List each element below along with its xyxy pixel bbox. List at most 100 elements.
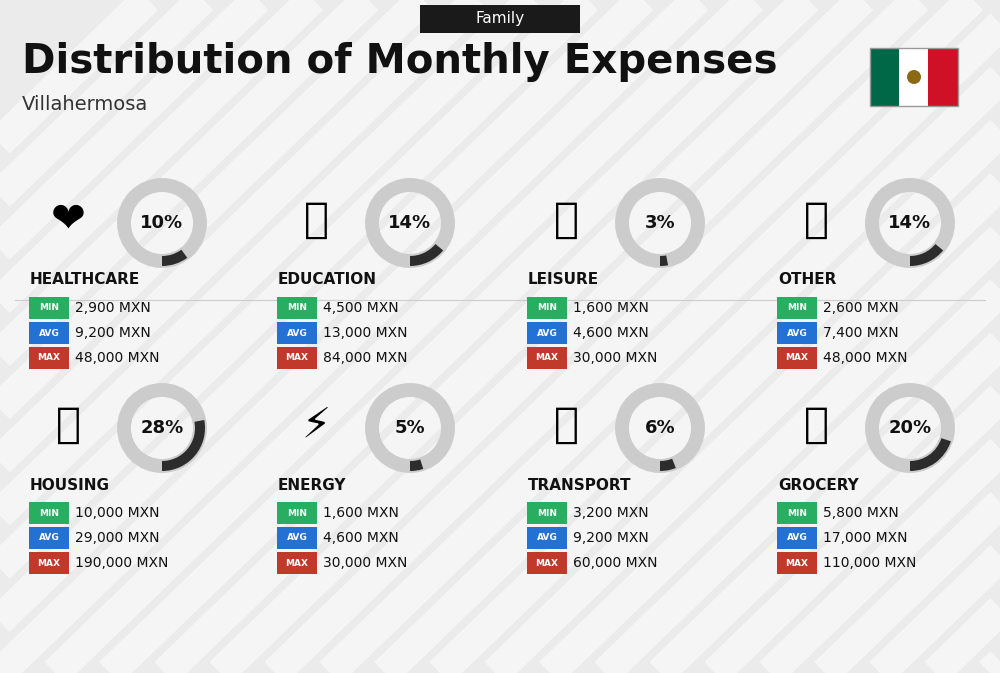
Text: Family: Family (475, 11, 525, 26)
Text: MAX: MAX (38, 353, 60, 363)
Text: MIN: MIN (287, 304, 307, 312)
Text: 🛍️: 🛍️ (554, 199, 578, 241)
Text: MIN: MIN (787, 509, 807, 518)
FancyBboxPatch shape (29, 527, 69, 549)
FancyBboxPatch shape (277, 502, 317, 524)
Text: 🛒: 🛒 (804, 404, 828, 446)
Text: Distribution of Monthly Expenses: Distribution of Monthly Expenses (22, 42, 778, 82)
Wedge shape (910, 438, 951, 471)
Text: 👜: 👜 (804, 199, 828, 241)
Text: 4,500 MXN: 4,500 MXN (323, 301, 399, 315)
Text: MAX: MAX (536, 559, 558, 567)
Text: 4,600 MXN: 4,600 MXN (323, 531, 399, 545)
FancyBboxPatch shape (527, 502, 567, 524)
Text: AVG: AVG (287, 328, 307, 337)
FancyBboxPatch shape (277, 347, 317, 369)
Text: AVG: AVG (787, 328, 807, 337)
Text: AVG: AVG (287, 534, 307, 542)
Text: MAX: MAX (536, 353, 558, 363)
Text: 48,000 MXN: 48,000 MXN (75, 351, 160, 365)
Wedge shape (410, 460, 423, 471)
Text: AVG: AVG (787, 534, 807, 542)
Text: 1,600 MXN: 1,600 MXN (573, 301, 649, 315)
Wedge shape (162, 420, 205, 471)
Text: 10,000 MXN: 10,000 MXN (75, 506, 160, 520)
Text: 2,600 MXN: 2,600 MXN (823, 301, 899, 315)
Text: HOUSING: HOUSING (30, 478, 110, 493)
FancyBboxPatch shape (777, 322, 817, 344)
Text: MAX: MAX (286, 559, 308, 567)
Text: 2,900 MXN: 2,900 MXN (75, 301, 151, 315)
FancyBboxPatch shape (899, 48, 928, 106)
Text: 5,800 MXN: 5,800 MXN (823, 506, 899, 520)
Text: HEALTHCARE: HEALTHCARE (30, 273, 140, 287)
FancyBboxPatch shape (29, 347, 69, 369)
Wedge shape (162, 250, 187, 266)
Text: LEISURE: LEISURE (528, 273, 599, 287)
FancyBboxPatch shape (777, 297, 817, 319)
FancyBboxPatch shape (870, 48, 899, 106)
Text: Villahermosa: Villahermosa (22, 96, 148, 114)
Text: 9,200 MXN: 9,200 MXN (75, 326, 151, 340)
Text: EDUCATION: EDUCATION (278, 273, 377, 287)
FancyBboxPatch shape (29, 552, 69, 574)
Text: 🎓: 🎓 (304, 199, 328, 241)
FancyBboxPatch shape (527, 527, 567, 549)
Text: MAX: MAX (786, 559, 808, 567)
Text: ❤️: ❤️ (51, 199, 85, 241)
Text: TRANSPORT: TRANSPORT (528, 478, 632, 493)
Text: 4,600 MXN: 4,600 MXN (573, 326, 649, 340)
Text: 14%: 14% (388, 214, 432, 232)
Text: 13,000 MXN: 13,000 MXN (323, 326, 408, 340)
Text: MIN: MIN (287, 509, 307, 518)
Text: MIN: MIN (39, 509, 59, 518)
FancyBboxPatch shape (277, 297, 317, 319)
Text: 29,000 MXN: 29,000 MXN (75, 531, 160, 545)
Text: OTHER: OTHER (778, 273, 836, 287)
Text: 14%: 14% (888, 214, 932, 232)
Text: AVG: AVG (537, 328, 557, 337)
FancyBboxPatch shape (928, 48, 958, 106)
FancyBboxPatch shape (527, 322, 567, 344)
FancyBboxPatch shape (527, 297, 567, 319)
FancyBboxPatch shape (29, 322, 69, 344)
Circle shape (907, 70, 921, 84)
Text: 🏢: 🏢 (56, 404, 80, 446)
Text: ⚡: ⚡ (301, 404, 331, 446)
Text: 10%: 10% (140, 214, 184, 232)
Text: 20%: 20% (888, 419, 932, 437)
Text: ENERGY: ENERGY (278, 478, 347, 493)
Text: 190,000 MXN: 190,000 MXN (75, 556, 168, 570)
Text: 7,400 MXN: 7,400 MXN (823, 326, 899, 340)
Text: 17,000 MXN: 17,000 MXN (823, 531, 908, 545)
Wedge shape (660, 459, 676, 471)
FancyBboxPatch shape (777, 552, 817, 574)
Text: MIN: MIN (39, 304, 59, 312)
Wedge shape (410, 244, 443, 266)
Text: AVG: AVG (39, 534, 59, 542)
Text: AVG: AVG (39, 328, 59, 337)
Text: MIN: MIN (537, 304, 557, 312)
Text: GROCERY: GROCERY (778, 478, 859, 493)
FancyBboxPatch shape (527, 552, 567, 574)
Text: 3,200 MXN: 3,200 MXN (573, 506, 649, 520)
Text: MIN: MIN (787, 304, 807, 312)
FancyBboxPatch shape (29, 502, 69, 524)
Text: 5%: 5% (395, 419, 425, 437)
Text: 🚌: 🚌 (554, 404, 578, 446)
Text: 9,200 MXN: 9,200 MXN (573, 531, 649, 545)
Wedge shape (660, 256, 668, 266)
Text: MAX: MAX (786, 353, 808, 363)
FancyBboxPatch shape (277, 552, 317, 574)
Text: 28%: 28% (140, 419, 184, 437)
FancyBboxPatch shape (29, 297, 69, 319)
Text: 30,000 MXN: 30,000 MXN (573, 351, 657, 365)
FancyBboxPatch shape (777, 527, 817, 549)
FancyBboxPatch shape (527, 347, 567, 369)
Text: 6%: 6% (645, 419, 675, 437)
Text: 3%: 3% (645, 214, 675, 232)
Text: 48,000 MXN: 48,000 MXN (823, 351, 908, 365)
Text: 30,000 MXN: 30,000 MXN (323, 556, 407, 570)
FancyBboxPatch shape (277, 527, 317, 549)
Text: AVG: AVG (537, 534, 557, 542)
